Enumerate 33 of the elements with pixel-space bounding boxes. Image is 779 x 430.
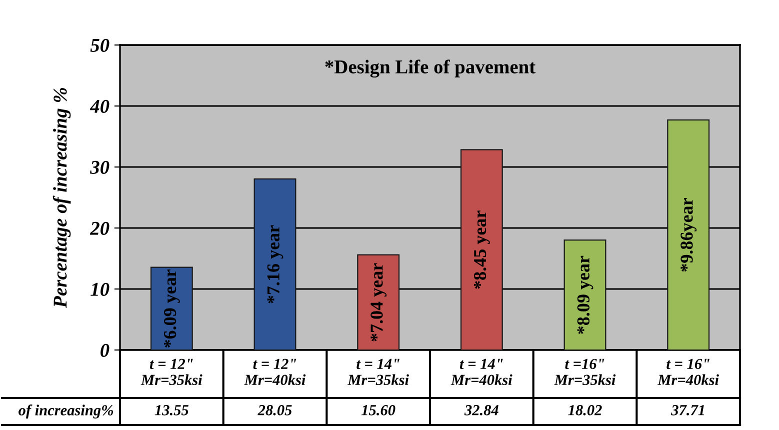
x-tick-label: t = 14" Mr=35ksi [347, 358, 409, 386]
annotation: *9.86year [680, 198, 697, 272]
bar [254, 178, 296, 350]
y-tick-label: 10 [90, 282, 110, 296]
bar [460, 149, 503, 350]
data-label: 13.55 [154, 405, 188, 416]
data-label: 32.84 [464, 405, 498, 416]
x-tick-label: t = 12" Mr=40ksi [244, 358, 306, 386]
data-label: 15.60 [362, 405, 396, 416]
annotation: *8.45 year [474, 210, 490, 289]
x-tick-label: t =16" Mr=35ksi [554, 358, 616, 386]
x-tick-label: t = 16" Mr=40ksi [657, 358, 719, 386]
bar [150, 266, 193, 350]
bar [667, 119, 710, 350]
annotation: *7.16 year [267, 225, 284, 304]
y-tick-label: 30 [90, 160, 110, 174]
data-label: 28.05 [258, 405, 292, 416]
annotation: *8.09 year [577, 256, 594, 334]
data-label: 18.02 [568, 405, 602, 416]
data-label: 37.71 [671, 405, 704, 416]
y-tick-label: 0 [100, 344, 110, 357]
y-tick-label: 20 [90, 222, 110, 235]
text: of increasing% [18, 404, 114, 419]
y-tick-label: 50 [90, 38, 110, 52]
y-axis-title: Percentage of increasing % [52, 88, 71, 308]
bar [564, 240, 606, 350]
annotation: *7.04 year [370, 263, 387, 342]
bar [357, 254, 400, 350]
x-tick-label: t = 12" Mr=35ksi [140, 358, 202, 386]
text: *Design Life of pavement [325, 60, 536, 78]
y-tick-label: 40 [90, 100, 110, 113]
x-tick-label: t = 14" Mr=40ksi [450, 358, 512, 386]
annotation: *6.09 year [164, 269, 180, 348]
